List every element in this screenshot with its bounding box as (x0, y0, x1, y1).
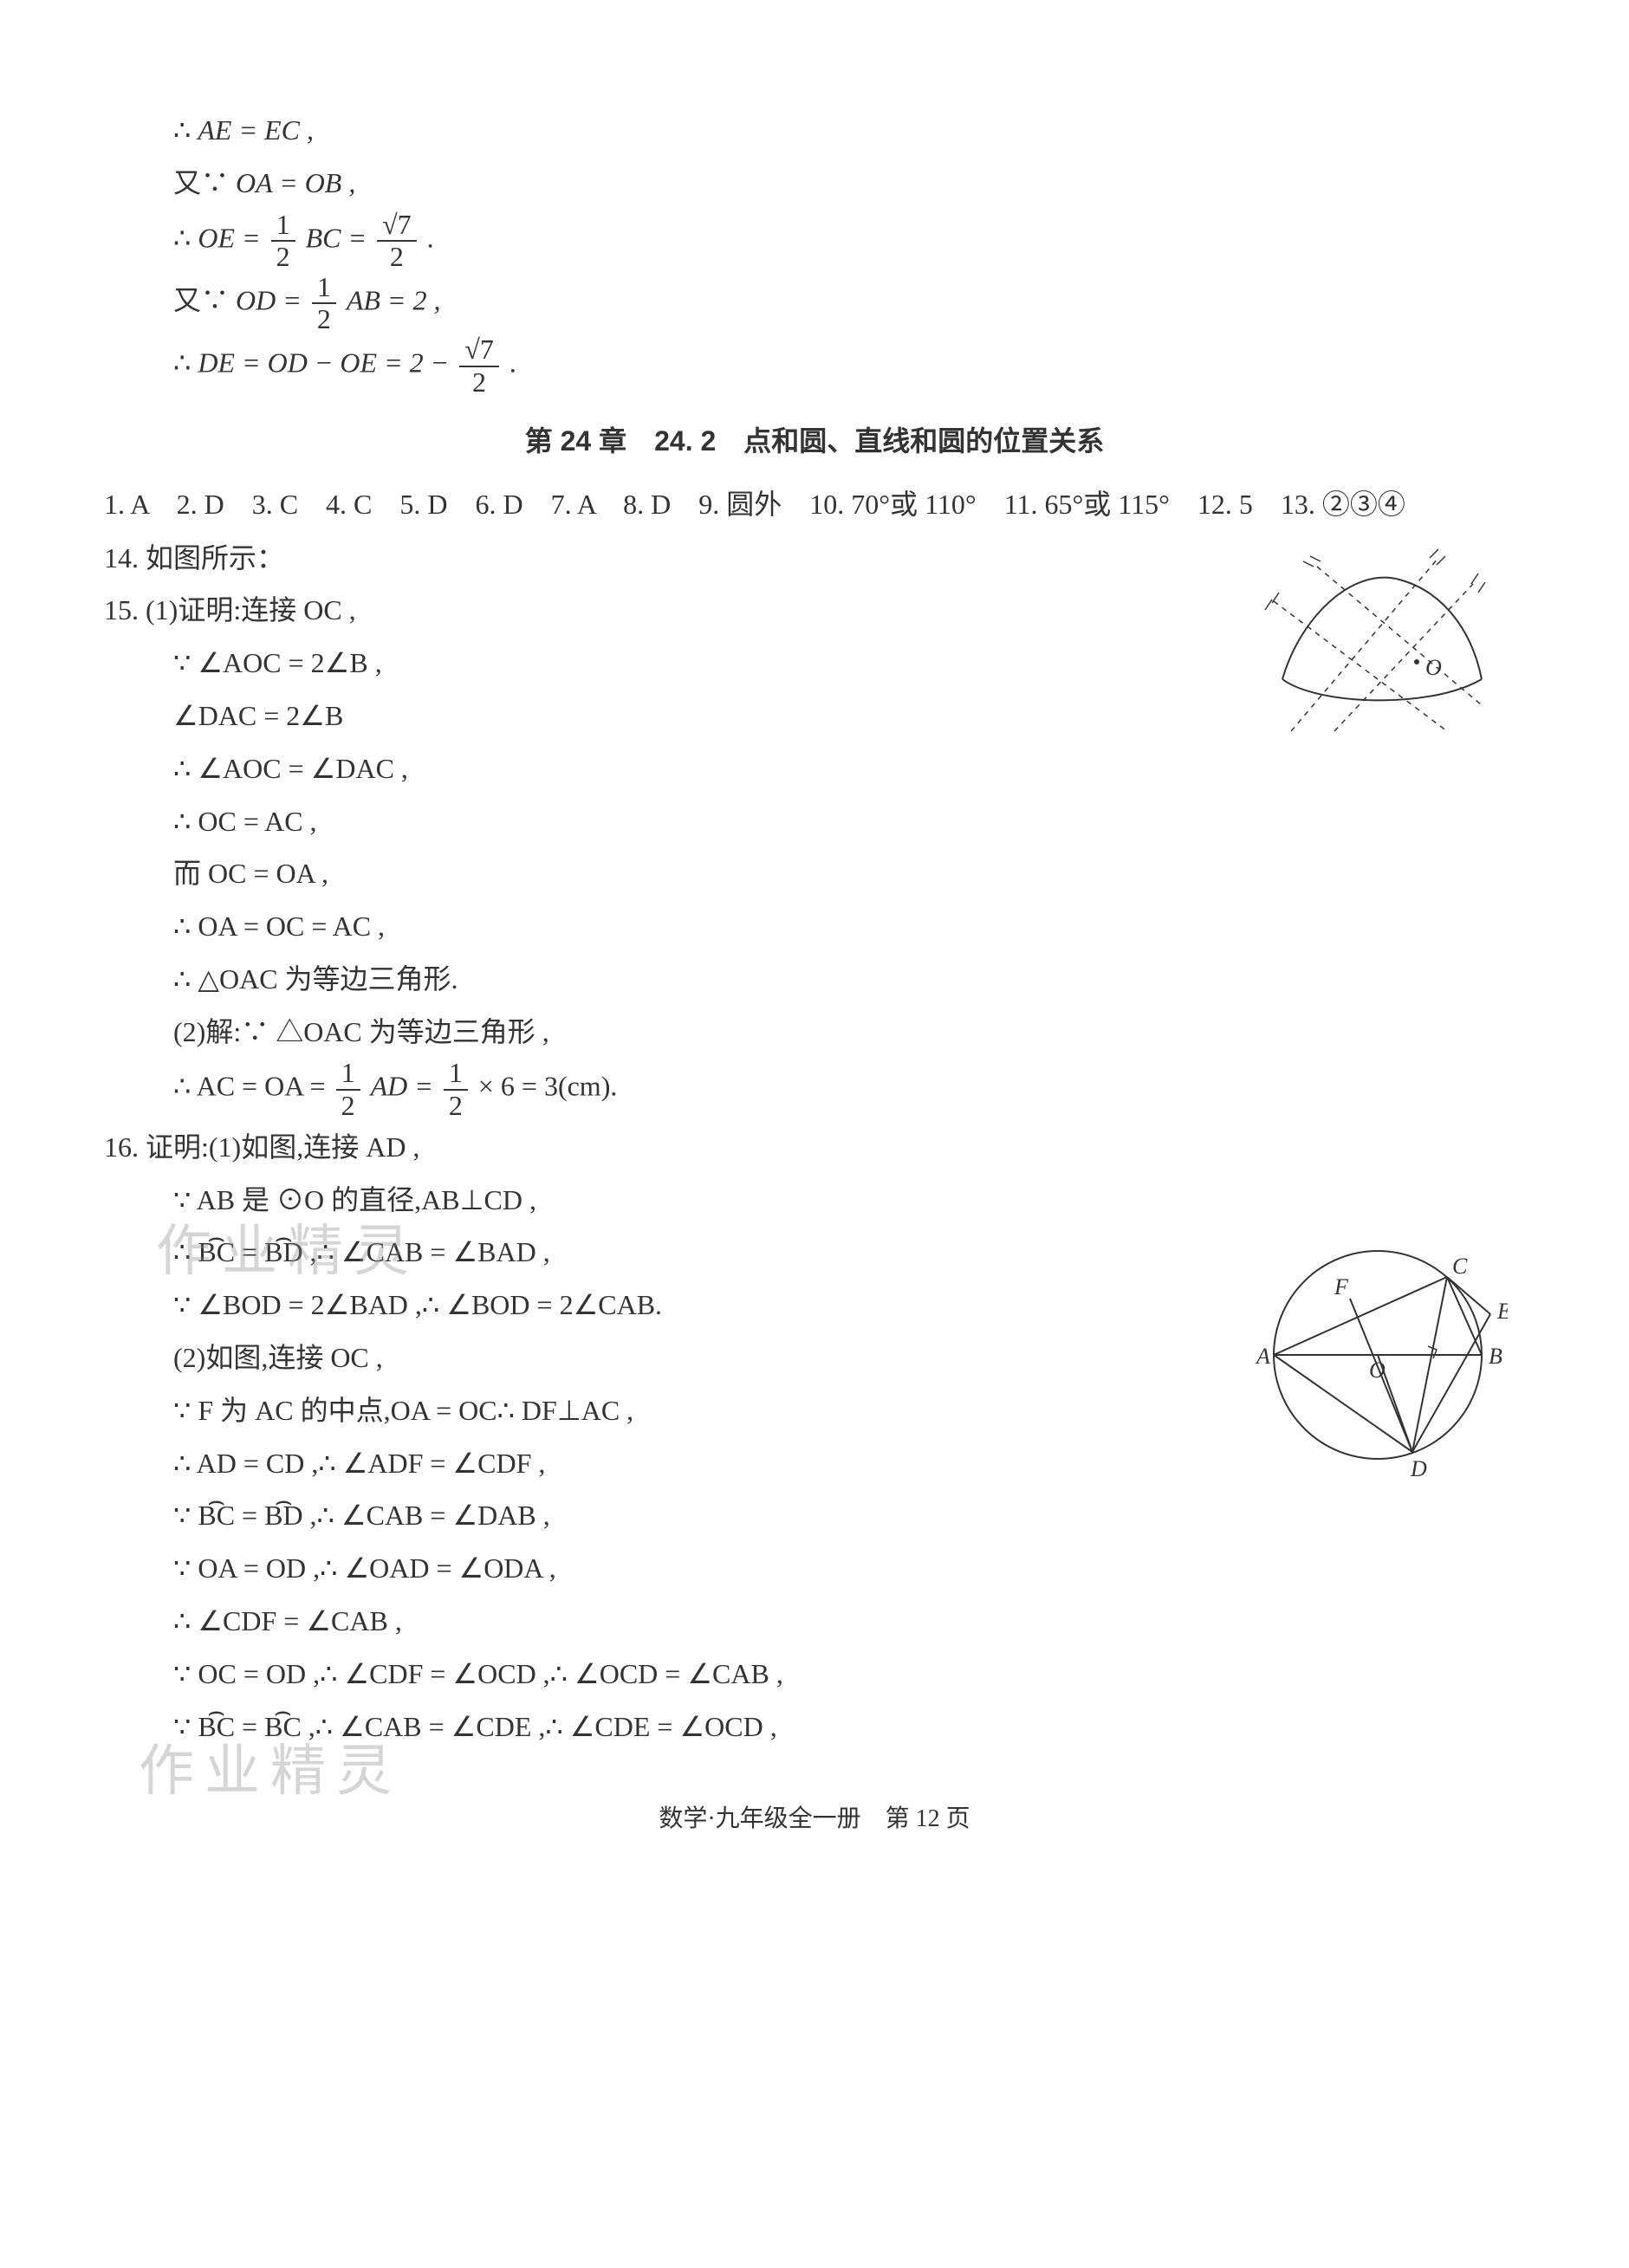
q16-line: ∵ BC = BC ,∴ ∠CAB = ∠CDE ,∴ ∠CDE = ∠OCD … (173, 1701, 1222, 1753)
math-expr: AB = 2 , (347, 285, 441, 316)
math-expr: BC = (306, 222, 373, 253)
fraction-den: 2 (444, 1091, 468, 1121)
arc-bc: BC (198, 1489, 235, 1542)
answers-block: 1. A 2. D 3. C 4. C 5. D 6. D 7. A 8. D … (104, 476, 1525, 532)
arc-bd: BD (264, 1489, 302, 1542)
fraction: √72 (377, 210, 417, 272)
fraction: 12 (444, 1058, 468, 1120)
fraction-den: 2 (336, 1091, 360, 1121)
proof-line: ∴ OE = 12 BC = √72 . (173, 210, 1525, 272)
math-expr: OE = (198, 222, 267, 253)
math-expr: DE = OD − OE = 2 − (198, 347, 456, 379)
q16-line: ∵ F 为 AC 的中点,OA = OC∴ DF⊥AC , (173, 1384, 1222, 1437)
fraction-den: 2 (271, 242, 295, 272)
fraction-num: √7 (459, 334, 499, 366)
q16-line: ∴ ∠CDF = ∠CAB , (173, 1595, 1222, 1648)
q16-line: ∵ AB 是 ⊙O 的直径,AB⊥CD , (173, 1174, 1222, 1227)
math-sym: = (242, 1236, 264, 1267)
q16-line: ∵ BC = BD ,∴ ∠CAB = ∠DAB , (173, 1489, 1222, 1542)
fig14-label-O: O (1425, 655, 1442, 680)
math-punct: . (509, 347, 516, 379)
arc-bd: BD (264, 1226, 302, 1279)
svg-text:F: F (1334, 1274, 1349, 1299)
math-expr: AE = EC , (198, 114, 314, 146)
svg-text:O: O (1369, 1358, 1386, 1383)
math-sym: = (242, 1500, 264, 1531)
therefore-symbol: ∴ (173, 347, 198, 379)
math-expr: OA = OB , (236, 167, 355, 198)
math-sym: ∴ (173, 1236, 198, 1267)
q16-line: ∴ BC = BD ,∴ ∠CAB = ∠BAD , (173, 1226, 1222, 1279)
math-sym: ∵ (173, 1711, 198, 1742)
fraction: √72 (459, 334, 499, 397)
math-sym: = (242, 1711, 264, 1742)
q15-line: ∴ OA = OC = AC , (173, 900, 1222, 953)
q14-text: 14. 如图所示： (104, 532, 1222, 585)
math-expr: ,∴ ∠CAB = ∠BAD , (310, 1236, 550, 1267)
fraction-den: 2 (312, 304, 336, 334)
fraction-num: 1 (312, 272, 336, 304)
section-title: 第 24 章 24. 2 点和圆、直线和圆的位置关系 (104, 415, 1525, 468)
fraction: 12 (271, 210, 295, 272)
svg-text:A: A (1255, 1344, 1270, 1369)
q15-head: 15. (1)证明:连接 OC , (104, 584, 1222, 637)
therefore-symbol: ∴ (173, 114, 198, 146)
proof-line: 又∵ OD = 12 AB = 2 , (173, 272, 1525, 334)
q16-line: ∵ OA = OD ,∴ ∠OAD = ∠ODA , (173, 1542, 1222, 1595)
q15-line: ∴ ∠AOC = ∠DAC , (173, 742, 1222, 795)
q15-line: 而 OC = OA , (173, 847, 1222, 900)
math-expr: × 6 = 3(cm). (478, 1071, 618, 1102)
svg-text:D: D (1410, 1456, 1427, 1481)
fraction-den: 2 (377, 242, 417, 272)
proof-line: ∴ DE = OD − OE = 2 − √72 . (173, 334, 1525, 397)
fraction: 12 (312, 272, 336, 334)
q16-line: ∴ AD = CD ,∴ ∠ADF = ∠CDF , (173, 1437, 1222, 1490)
arc-bc: BC (198, 1226, 235, 1279)
because-symbol: 又∵ (173, 285, 236, 316)
fraction-num: √7 (377, 210, 417, 242)
math-expr: AD = (371, 1071, 440, 1102)
fraction-den: 2 (459, 367, 499, 398)
proof-line: ∴ AE = EC , (173, 104, 1525, 157)
q15-line: ∵ ∠AOC = 2∠B , (173, 637, 1222, 690)
fraction-num: 1 (444, 1058, 468, 1090)
math-punct: . (427, 222, 434, 253)
arc-bc: BC (198, 1701, 235, 1753)
q15-line: ∴ OC = AC , (173, 795, 1222, 848)
svg-text:E: E (1496, 1299, 1508, 1324)
figure-16: A B C D E F O (1248, 1225, 1508, 1485)
math-expr: OD = (236, 285, 308, 316)
q16-line: ∵ OC = OD ,∴ ∠CDF = ∠OCD ,∴ ∠OCD = ∠CAB … (173, 1648, 1222, 1701)
math-expr: ∴ AC = OA = (173, 1071, 333, 1102)
figure-14: O (1248, 532, 1508, 757)
svg-text:C: C (1452, 1254, 1468, 1279)
math-expr: ,∴ ∠CAB = ∠DAB , (310, 1500, 550, 1531)
because-symbol: 又∵ (173, 167, 236, 198)
q15-line: ∴ AC = OA = 12 AD = 12 × 6 = 3(cm). (173, 1058, 1222, 1120)
q15-part2: (2)解:∵ △OAC 为等边三角形 , (173, 1006, 1222, 1059)
arc-bc: BC (264, 1701, 302, 1753)
proof-line: 又∵ OA = OB , (173, 157, 1525, 210)
math-sym: ∵ (173, 1500, 198, 1531)
math-expr: ,∴ ∠CAB = ∠CDE ,∴ ∠CDE = ∠OCD , (308, 1711, 777, 1742)
svg-text:B: B (1489, 1344, 1502, 1369)
fraction-num: 1 (336, 1058, 360, 1090)
q16-line: ∵ ∠BOD = 2∠BAD ,∴ ∠BOD = 2∠CAB. (173, 1279, 1222, 1332)
q15-line: ∠DAC = 2∠B (173, 690, 1222, 742)
q15-line: ∴ △OAC 为等边三角形. (173, 953, 1222, 1006)
fraction: 12 (336, 1058, 360, 1120)
fraction-num: 1 (271, 210, 295, 242)
q16-head: 16. 证明:(1)如图,连接 AD , (104, 1121, 1222, 1174)
therefore-symbol: ∴ (173, 222, 198, 253)
q16-part2: (2)如图,连接 OC , (173, 1332, 1222, 1384)
page-footer: 数学·九年级全一册 第 12 页 (104, 1796, 1525, 1842)
